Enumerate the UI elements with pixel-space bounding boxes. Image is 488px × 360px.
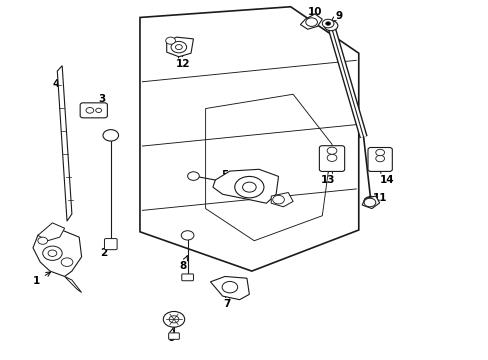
Circle shape — [364, 197, 377, 206]
Circle shape — [272, 195, 284, 204]
Circle shape — [375, 149, 384, 156]
Polygon shape — [362, 196, 379, 208]
Circle shape — [305, 18, 317, 26]
Circle shape — [165, 37, 175, 44]
Text: 2: 2 — [100, 241, 109, 258]
Text: 9: 9 — [330, 11, 342, 22]
Text: 14: 14 — [379, 168, 393, 185]
Text: 13: 13 — [320, 168, 335, 185]
Polygon shape — [57, 66, 72, 221]
Circle shape — [222, 282, 237, 293]
Circle shape — [325, 22, 330, 25]
Circle shape — [326, 154, 336, 161]
FancyBboxPatch shape — [80, 103, 107, 118]
Circle shape — [324, 21, 337, 31]
Circle shape — [322, 19, 333, 28]
Polygon shape — [271, 193, 292, 207]
Text: 8: 8 — [179, 256, 187, 271]
Circle shape — [61, 258, 73, 266]
Polygon shape — [38, 223, 64, 241]
Circle shape — [187, 172, 199, 180]
Text: 12: 12 — [175, 53, 190, 69]
Circle shape — [171, 41, 186, 53]
Circle shape — [96, 108, 102, 112]
Circle shape — [375, 156, 384, 162]
Circle shape — [42, 246, 62, 260]
FancyBboxPatch shape — [182, 274, 193, 281]
Polygon shape — [166, 37, 193, 57]
Circle shape — [181, 231, 194, 240]
Text: 10: 10 — [307, 7, 322, 21]
Circle shape — [242, 182, 256, 192]
Circle shape — [175, 45, 182, 50]
Circle shape — [364, 198, 375, 207]
Circle shape — [169, 316, 179, 323]
Polygon shape — [300, 14, 322, 29]
Circle shape — [103, 130, 118, 141]
FancyBboxPatch shape — [319, 146, 344, 171]
Text: 3: 3 — [95, 94, 105, 109]
Polygon shape — [33, 228, 81, 276]
Text: 4: 4 — [53, 78, 63, 92]
Circle shape — [38, 237, 47, 244]
Text: 7: 7 — [223, 293, 230, 309]
FancyBboxPatch shape — [104, 239, 117, 249]
Circle shape — [86, 108, 94, 113]
FancyBboxPatch shape — [367, 148, 391, 171]
FancyBboxPatch shape — [168, 333, 179, 339]
Polygon shape — [210, 276, 249, 300]
Circle shape — [326, 147, 336, 154]
Text: 5: 5 — [221, 170, 236, 185]
Polygon shape — [64, 276, 81, 293]
Text: 6: 6 — [166, 328, 174, 343]
Polygon shape — [140, 7, 358, 271]
Circle shape — [234, 176, 264, 198]
Circle shape — [163, 311, 184, 327]
Polygon shape — [212, 169, 278, 203]
Text: 11: 11 — [372, 193, 386, 203]
Text: 1: 1 — [33, 272, 50, 286]
Circle shape — [48, 250, 57, 256]
